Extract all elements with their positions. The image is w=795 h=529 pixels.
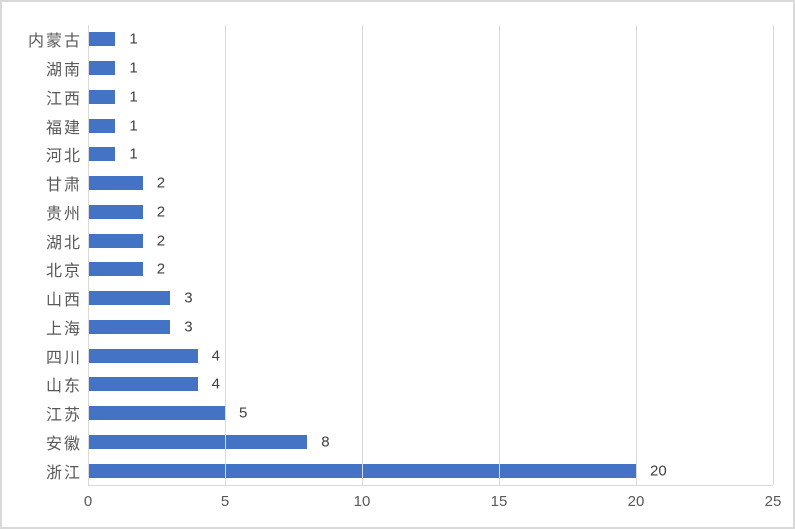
value-label: 3 (184, 318, 193, 336)
bar-row: 4 (88, 341, 773, 370)
x-tick-label: 15 (490, 493, 508, 510)
value-label: 1 (129, 30, 138, 48)
value-label: 2 (156, 260, 166, 278)
gridline (225, 25, 226, 485)
value-label: 4 (211, 375, 220, 393)
x-tick-label: 5 (220, 493, 230, 510)
category-axis-labels: 内蒙古湖南江西福建河北甘肃贵州湖北北京山西上海四川山东江苏安徽浙江 (2, 25, 82, 485)
category-label: 福建 (45, 119, 82, 137)
value-label: 1 (129, 59, 138, 77)
bar (88, 176, 143, 191)
bar-row: 2 (88, 169, 773, 198)
value-label: 20 (650, 462, 667, 480)
gridline (773, 25, 774, 485)
category-label: 江西 (45, 90, 82, 108)
category-label: 北京 (45, 263, 82, 281)
x-tick-label: 0 (83, 493, 93, 510)
bar-row: 5 (88, 399, 773, 428)
bar-row: 1 (88, 111, 773, 140)
bar (88, 434, 308, 449)
value-label: 8 (321, 433, 330, 451)
category-label: 贵州 (45, 205, 82, 223)
bar-row: 1 (88, 54, 773, 83)
category-label: 河北 (45, 148, 82, 166)
value-label: 5 (239, 404, 248, 422)
bar (88, 406, 225, 421)
bar (88, 89, 116, 104)
category-label: 四川 (45, 349, 82, 367)
bar-row: 4 (88, 370, 773, 399)
value-label: 1 (129, 117, 138, 135)
bar-row: 2 (88, 198, 773, 227)
category-label: 江苏 (45, 407, 82, 425)
value-label: 1 (129, 145, 138, 163)
bar (88, 147, 116, 162)
gridline (636, 25, 637, 485)
bar-row: 1 (88, 25, 773, 54)
category-label: 湖北 (45, 234, 82, 252)
category-label: 山东 (45, 378, 82, 396)
category-label: 甘肃 (45, 177, 82, 195)
bar (88, 319, 171, 334)
bar (88, 348, 198, 363)
x-tick-label: 20 (627, 493, 645, 510)
bar-row: 2 (88, 255, 773, 284)
bar-row: 3 (88, 284, 773, 313)
bar (88, 61, 116, 76)
category-label: 浙江 (45, 464, 82, 482)
bar (88, 32, 116, 47)
bar-row: 2 (88, 226, 773, 255)
value-label: 4 (211, 347, 220, 365)
category-label: 上海 (45, 320, 82, 338)
value-label: 2 (156, 174, 166, 192)
bar (88, 262, 143, 277)
bar-row: 3 (88, 313, 773, 342)
bar (88, 291, 171, 306)
value-label: 1 (129, 88, 138, 106)
category-label: 湖南 (45, 62, 82, 80)
value-label: 3 (184, 289, 193, 307)
category-label: 安徽 (45, 435, 82, 453)
value-axis-labels: 0 5 10 15 20 25 (84, 493, 782, 517)
bar-row: 8 (88, 428, 773, 457)
bar (88, 204, 143, 219)
bar-rows: 1 1 1 1 1 2 2 2 2 3 3 4 4 5 8 20 (88, 25, 773, 485)
value-label: 2 (156, 203, 166, 221)
bar (88, 118, 116, 133)
category-label: 山西 (45, 292, 82, 310)
value-label: 2 (156, 232, 166, 250)
plot-area: 1 1 1 1 1 2 2 2 2 3 3 4 4 5 8 20 (88, 25, 774, 486)
y-axis-line (88, 25, 89, 485)
bar (88, 377, 198, 392)
bar-row: 1 (88, 140, 773, 169)
bar-row: 20 (88, 456, 773, 485)
gridline (362, 25, 363, 485)
x-tick-label: 25 (764, 493, 782, 510)
x-tick-label: 10 (353, 493, 371, 510)
gridline (499, 25, 500, 485)
bar-row: 1 (88, 83, 773, 112)
category-label: 内蒙古 (27, 33, 82, 51)
bar (88, 233, 143, 248)
